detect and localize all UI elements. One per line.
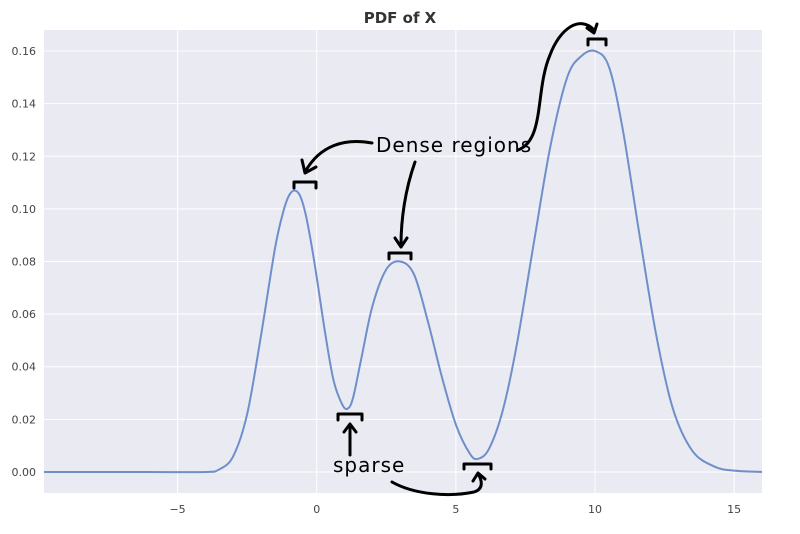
arrow-to-trough-2 [390, 472, 483, 497]
arrowhead-trough-2 [471, 471, 487, 483]
x-tick-label: 0 [313, 503, 320, 516]
y-tick-label: 0.00 [12, 466, 37, 479]
x-tick-label: 5 [452, 503, 459, 516]
x-tick-label: 15 [727, 503, 741, 516]
arrowhead-trough-1 [342, 422, 358, 434]
x-axis-ticks: −5 0 5 10 15 [169, 503, 741, 516]
bracket-trough-1 [336, 412, 364, 422]
handwritten-annotations [292, 22, 608, 497]
density-curve [44, 49, 763, 474]
bracket-trough-2 [462, 462, 493, 471]
y-tick-label: 0.04 [12, 361, 37, 374]
arrow-to-peak-3 [516, 22, 596, 152]
y-tick-label: 0.06 [12, 308, 37, 321]
dense-regions-label: Dense regions [376, 133, 532, 157]
y-tick-label: 0.16 [12, 45, 37, 58]
chart-title: PDF of X [364, 9, 437, 27]
grid-lines [44, 30, 762, 493]
bracket-peak-3 [586, 37, 608, 47]
bracket-peak-1 [292, 180, 318, 190]
y-tick-label: 0.14 [12, 98, 37, 111]
x-tick-label: 10 [588, 503, 602, 516]
bracket-peak-2 [387, 251, 413, 261]
y-tick-label: 0.02 [12, 413, 37, 426]
y-tick-label: 0.12 [12, 150, 37, 163]
y-tick-label: 0.10 [12, 203, 37, 216]
arrowhead-peak-3 [585, 22, 599, 35]
arrowhead-peak-2 [393, 236, 409, 249]
y-tick-label: 0.08 [12, 256, 37, 269]
arrow-to-peak-1 [303, 140, 374, 174]
y-axis-ticks: 0.00 0.02 0.04 0.06 0.08 0.10 0.12 0.14 0.16 [12, 45, 37, 479]
x-tick-label: −5 [169, 503, 185, 516]
sparse-label: sparse [333, 453, 405, 477]
arrow-to-peak-2 [399, 160, 417, 247]
arrowhead-peak-1 [300, 158, 318, 175]
